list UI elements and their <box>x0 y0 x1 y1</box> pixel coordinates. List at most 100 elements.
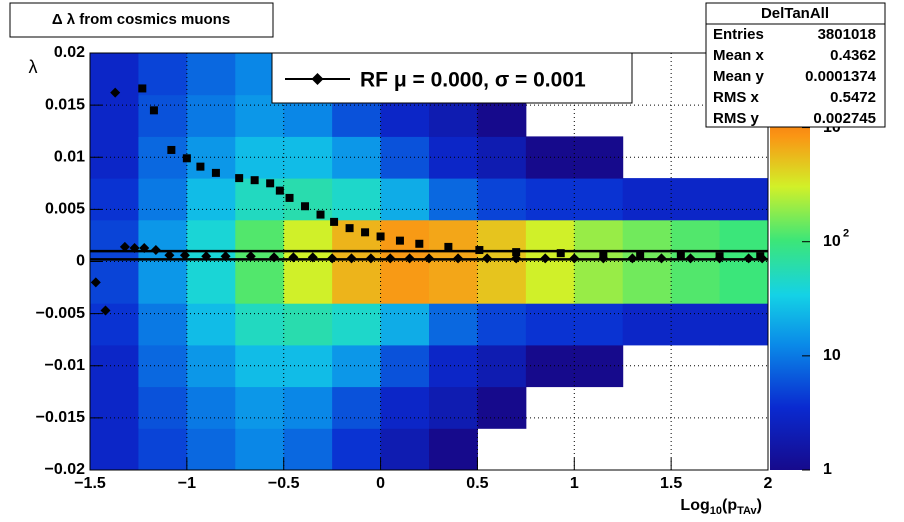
stats-title: DelTanAll <box>761 5 829 22</box>
heatmap-cell <box>283 136 333 179</box>
heatmap-cell <box>90 219 139 262</box>
heatmap-cell <box>90 94 139 137</box>
y-tick-label: 0.02 <box>54 44 85 61</box>
heatmap-cell <box>332 261 382 304</box>
square-marker <box>475 246 484 255</box>
heatmap-cell <box>186 428 236 471</box>
square-marker <box>301 202 310 211</box>
title-box <box>9 2 274 38</box>
heatmap-cell <box>477 303 527 346</box>
heatmap-cell <box>719 303 769 346</box>
heatmap-cell <box>380 178 430 221</box>
y-tick-label: −0.01 <box>45 357 86 374</box>
heatmap-cell <box>235 136 285 179</box>
heatmap-cell <box>525 219 575 262</box>
diamond-marker <box>220 251 231 262</box>
heatmap-cell <box>186 386 236 429</box>
heatmap-cell <box>380 136 430 179</box>
heatmap-cell <box>90 386 139 429</box>
heatmap-cell <box>186 261 236 304</box>
y-tick-label: −0.015 <box>36 409 85 426</box>
heatmap-cell <box>138 261 188 304</box>
diamond-marker <box>139 242 150 253</box>
heatmap-cell <box>186 303 236 346</box>
heatmap-cell <box>90 53 139 96</box>
square-marker <box>512 248 521 257</box>
diamond-marker <box>656 253 667 264</box>
heatmap-cell <box>283 344 333 388</box>
heatmap-cell <box>235 386 285 429</box>
square-marker <box>266 179 275 188</box>
diamond-marker <box>100 305 111 316</box>
square-marker <box>715 252 724 261</box>
square-marker <box>376 232 385 241</box>
heatmap-cell <box>138 428 188 471</box>
square-marker <box>182 154 191 163</box>
heatmap-cell <box>525 178 575 221</box>
heatmap-cell <box>477 386 527 429</box>
diamond-marker <box>90 277 101 288</box>
heatmap-cell <box>138 219 188 262</box>
square-marker <box>275 186 284 195</box>
square-marker <box>196 162 205 171</box>
heatmap-cell <box>138 53 188 96</box>
square-marker <box>138 84 147 93</box>
y-tick-label: 0.005 <box>45 201 85 218</box>
stats-label: Entries <box>713 26 764 43</box>
y-tick-label: −0.02 <box>45 461 86 478</box>
y-axis-label: λ <box>29 57 38 77</box>
heatmap-cell <box>380 386 430 429</box>
diamond-marker <box>164 250 175 261</box>
x-tick-label: 2 <box>764 475 773 492</box>
diamond-marker <box>424 253 434 264</box>
heatmap-cell <box>138 178 188 221</box>
square-marker <box>330 217 339 226</box>
heatmap-cell <box>671 303 721 346</box>
stats-label: Mean x <box>713 47 765 64</box>
z-tick-label: 1 <box>823 461 832 478</box>
legend: RF μ = 0.000, σ = 0.001 <box>271 52 633 104</box>
z-tick-exp: 2 <box>843 228 849 240</box>
square-marker <box>285 193 294 202</box>
stats-value: 0.5472 <box>830 89 876 106</box>
heatmap-cell <box>138 303 188 346</box>
x-tick-label: 0.5 <box>466 475 488 492</box>
diamond-marker <box>245 251 256 262</box>
z-tick-label: 10 <box>823 233 841 250</box>
diamond-marker <box>269 252 280 263</box>
heatmap-cell <box>429 178 478 221</box>
heatmap-cell <box>574 303 624 346</box>
heatmap-cell <box>622 219 672 262</box>
heatmap-cell <box>138 94 188 137</box>
diamond-marker <box>110 87 121 98</box>
stats-value: 0.0001374 <box>805 68 877 85</box>
stats-value: 0.002745 <box>813 110 876 127</box>
heatmap-cell <box>429 303 478 346</box>
heatmap-cell <box>525 303 575 346</box>
heatmap-cell <box>332 303 382 346</box>
heatmap-cell <box>477 261 527 304</box>
heatmap-cell <box>332 344 382 388</box>
square-marker <box>415 239 424 248</box>
square-marker <box>167 145 176 154</box>
heatmap-cell <box>186 94 236 137</box>
x-tick-label: 1 <box>570 475 579 492</box>
square-marker <box>676 251 685 260</box>
square-marker <box>250 176 259 185</box>
diamond-marker <box>569 253 580 264</box>
heatmap-cell <box>235 344 285 388</box>
diamond-marker <box>482 253 493 264</box>
heatmap-cell <box>429 136 478 179</box>
heatmap-cell <box>671 178 721 221</box>
square-marker <box>599 250 608 259</box>
diamond-marker <box>365 253 376 264</box>
diamond-marker <box>179 250 190 261</box>
heatmap-cell <box>380 428 430 471</box>
square-marker <box>556 249 565 258</box>
diamond-marker <box>346 253 357 264</box>
heatmap-cell <box>429 386 478 429</box>
square-marker <box>316 210 325 219</box>
y-tick-label: 0.01 <box>54 148 85 165</box>
heatmap-cell <box>719 261 769 304</box>
heatmap-cell <box>283 428 333 471</box>
